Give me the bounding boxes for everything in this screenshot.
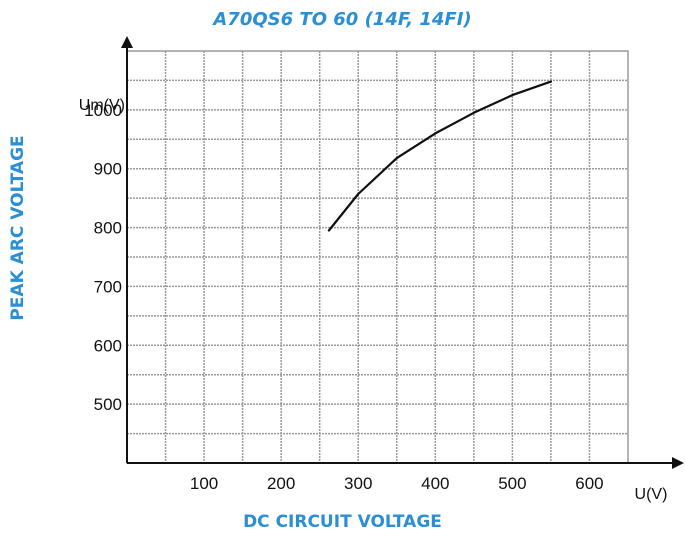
y-tick-label: 500 (94, 395, 122, 414)
y-tick-label: 700 (94, 277, 122, 296)
series-group (327, 80, 552, 232)
x-axis-label: DC CIRCUIT VOLTAGE (243, 512, 442, 532)
series-line-0 (327, 80, 552, 232)
x-tick-label: 600 (575, 474, 603, 493)
y-tick-label: 800 (94, 219, 122, 238)
chart-title: A70QS6 TO 60 (14F, 14FI) (213, 9, 472, 30)
axes (121, 36, 684, 469)
grid (126, 50, 629, 464)
x-tick-label: 200 (267, 474, 295, 493)
x-tick-label: 400 (421, 474, 449, 493)
y-tick-label: 1000 (84, 101, 122, 120)
x-tick-label: 300 (344, 474, 372, 493)
x-tick-label: 100 (190, 474, 218, 493)
tick-labels: 500 600 700 800 900 1000 100 200 300 400 500 600 Um(… (79, 97, 668, 503)
y-tick-label: 900 (94, 160, 122, 179)
y-tick-label: 600 (94, 336, 122, 355)
x-tick-label: 500 (498, 474, 526, 493)
x-unit-label: U(V) (635, 486, 668, 503)
y-unit-label: Um(V) (79, 97, 125, 114)
